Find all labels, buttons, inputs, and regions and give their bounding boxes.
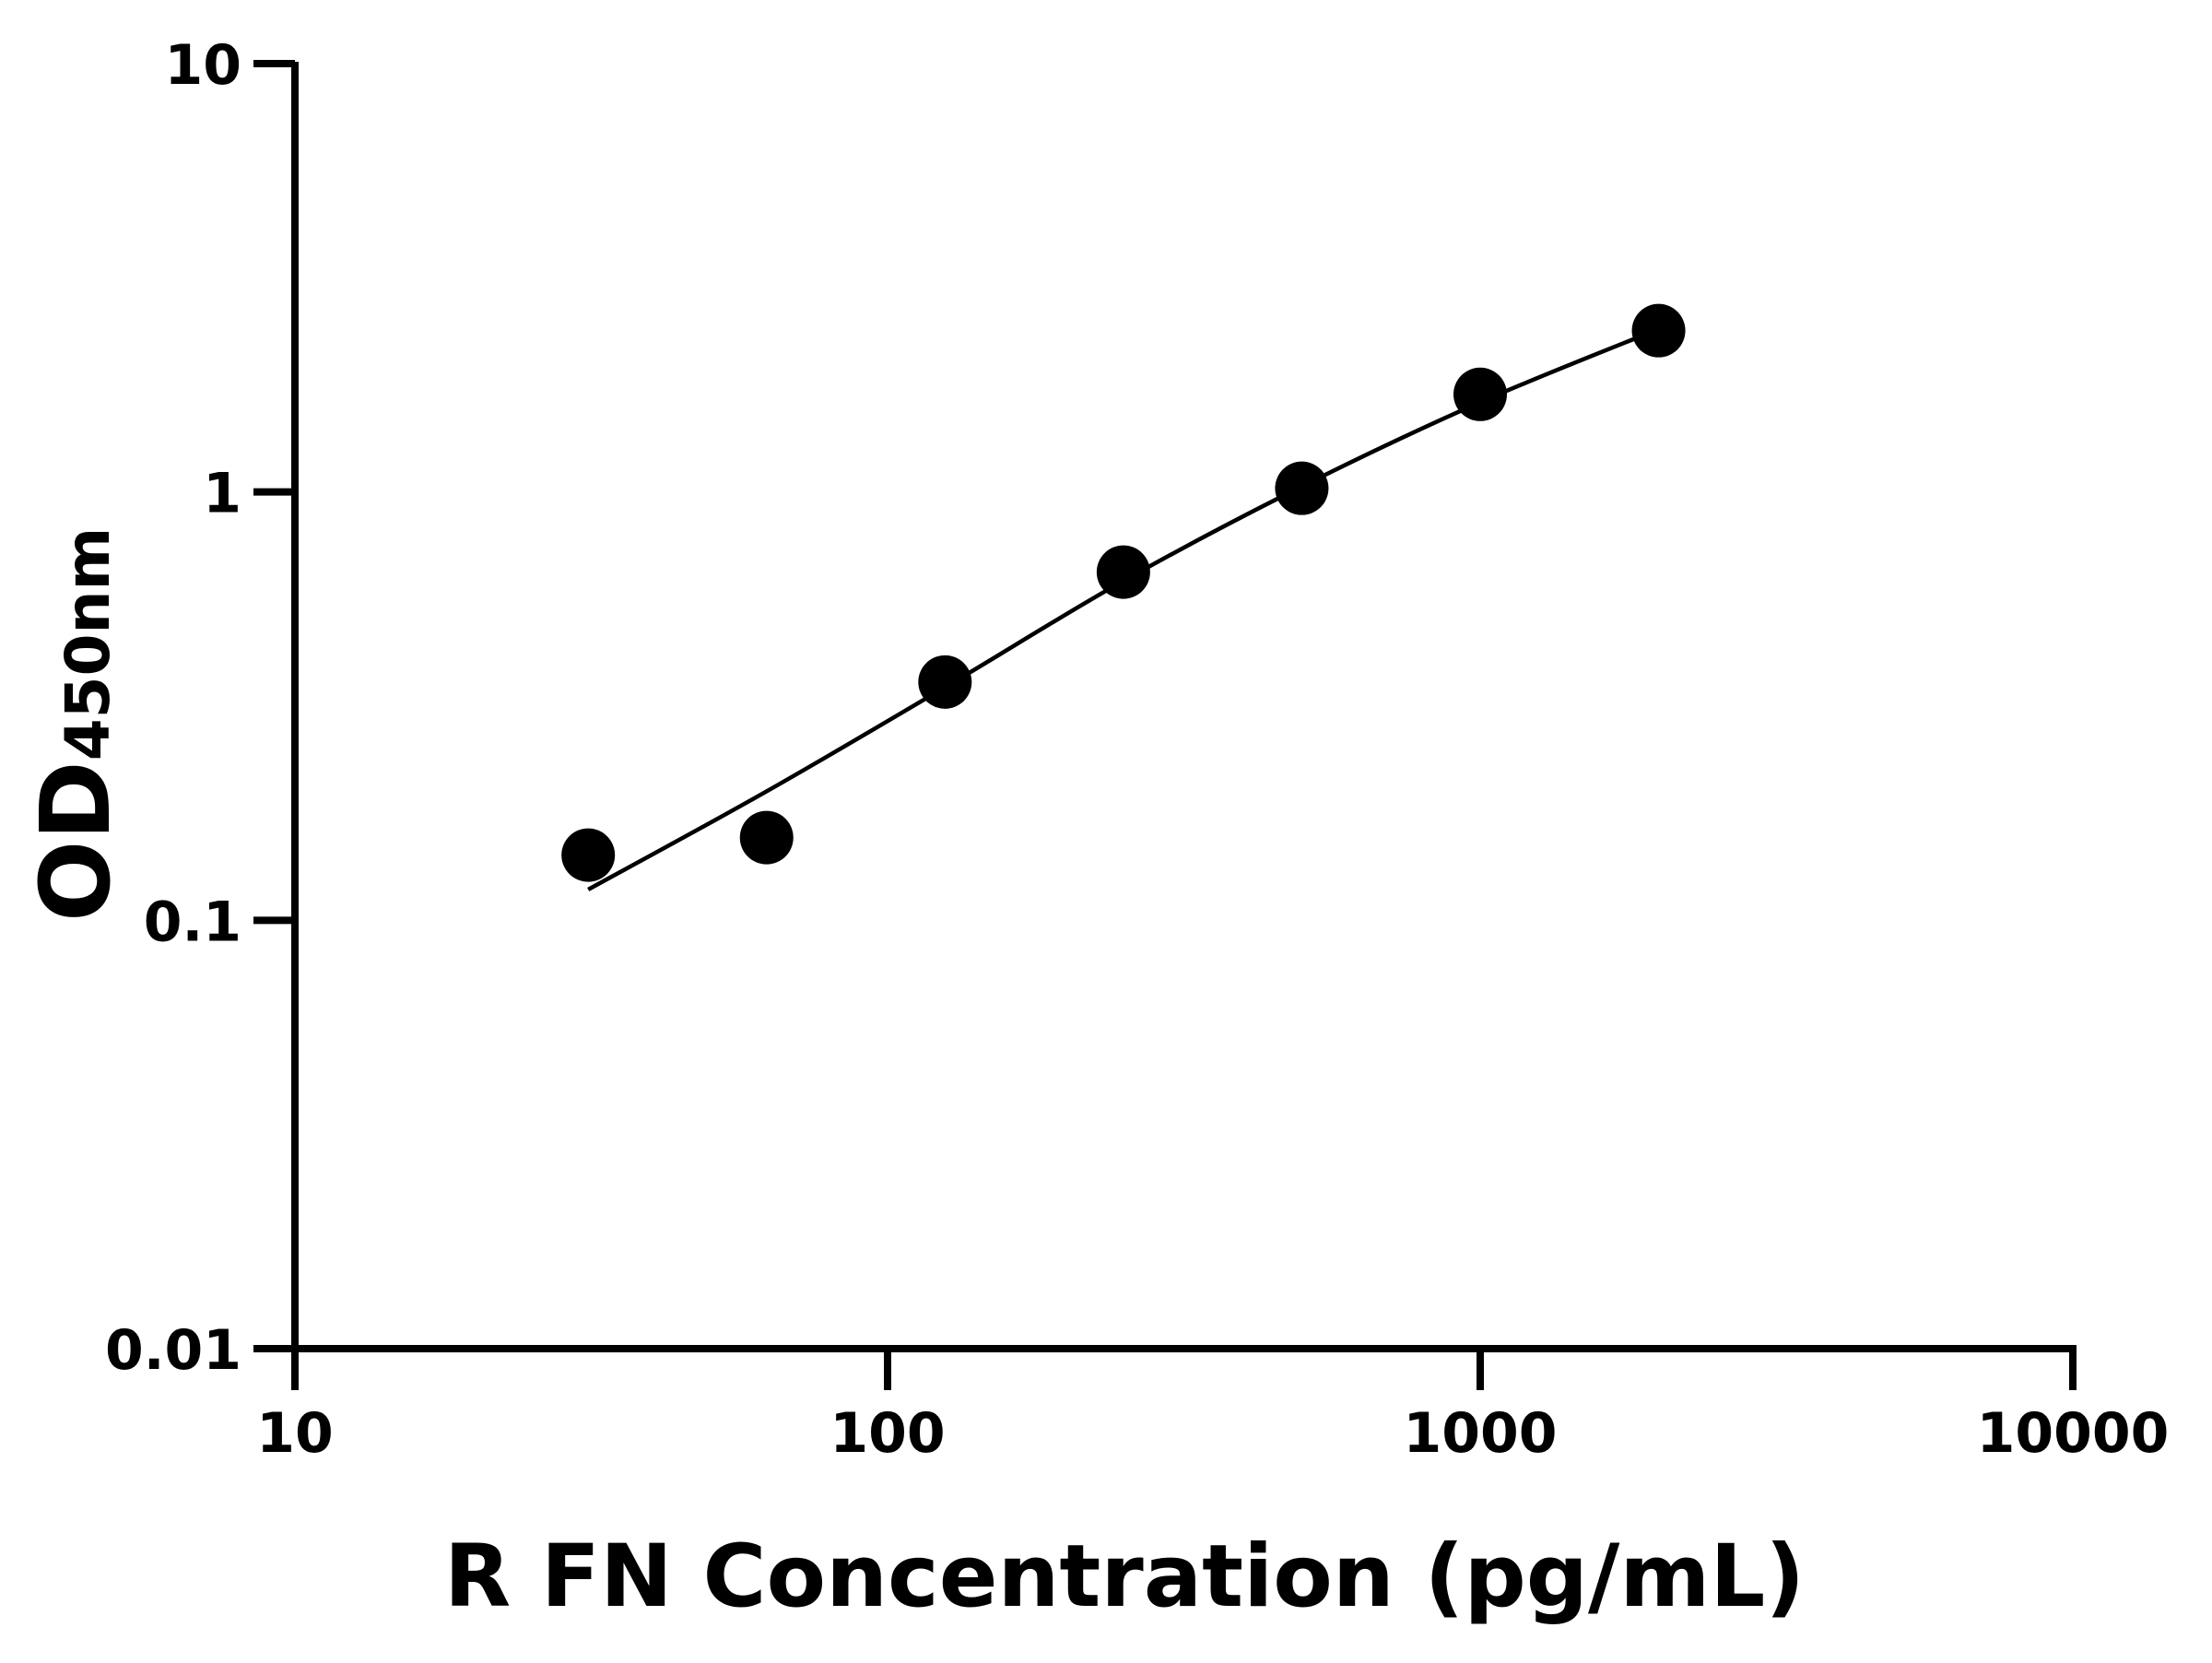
x-tick-label: 1000: [1404, 1401, 1558, 1466]
y-axis-label-sub: 450nm: [53, 527, 124, 761]
axes: [253, 62, 2077, 1390]
x-axis-label: R FN Concentration (pg/mL): [444, 1527, 1805, 1627]
data-point: [1453, 367, 1507, 421]
data-point: [1631, 303, 1686, 358]
data-point: [1096, 545, 1150, 599]
x-tick-label: 10: [256, 1401, 334, 1466]
y-tick-label: 0.01: [105, 1318, 241, 1383]
x-tick-label: 10000: [1977, 1401, 2170, 1466]
y-tick-label: 0.1: [144, 890, 241, 954]
data-point: [561, 828, 616, 882]
data-point: [918, 655, 972, 709]
y-tick-label: 10: [165, 33, 242, 98]
data-point: [739, 810, 794, 865]
y-axis-label: OD450nm: [19, 527, 132, 922]
svg-text:OD450nm: OD450nm: [19, 527, 132, 922]
data-points: [561, 303, 1686, 882]
ticks: 10 100 1000 10000 0.01 0.1 1 10: [105, 33, 2169, 1466]
x-tick-label: 100: [830, 1401, 945, 1466]
data-point: [1275, 461, 1329, 515]
y-tick-label: 1: [203, 462, 241, 526]
y-axis-label-main: OD: [19, 761, 132, 922]
